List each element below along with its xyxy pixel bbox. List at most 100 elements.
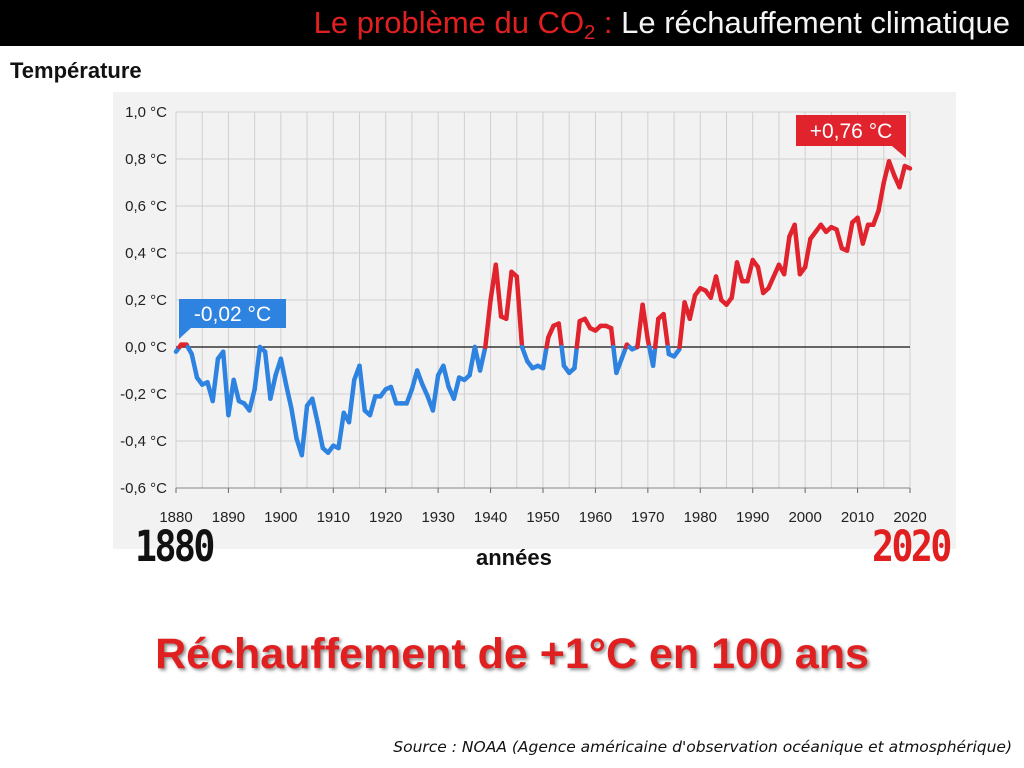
x-axis-label: années xyxy=(476,545,552,570)
line-segment-warm xyxy=(781,234,792,277)
title-red-part: Le problème du CO xyxy=(313,5,585,40)
x-tick-label: 1900 xyxy=(264,509,297,526)
y-tick-label: -0,6 °C xyxy=(120,480,167,497)
line-segment-warm xyxy=(574,318,582,350)
line-segment-cool xyxy=(268,372,278,401)
x-tick-label: 1920 xyxy=(369,509,402,526)
line-segment-cool xyxy=(451,375,462,401)
line-segment-cool xyxy=(477,344,488,373)
x-tick-label: 1950 xyxy=(526,509,559,526)
x-tick-label: 2020 xyxy=(893,509,926,526)
annotation-label-start: -0,02 °C xyxy=(194,303,271,326)
x-tick-label: 1980 xyxy=(684,509,717,526)
line-segment-cool xyxy=(559,344,567,369)
line-segment-cool xyxy=(519,344,530,364)
line-segment-cool xyxy=(336,410,347,451)
line-segment-cool xyxy=(247,387,257,413)
line-segment-warm xyxy=(755,264,766,296)
line-segment-cool xyxy=(210,356,221,404)
annotation-pointer-end xyxy=(892,146,906,158)
line-segment-warm xyxy=(640,302,651,343)
line-segment-cool xyxy=(414,368,425,387)
x-tick-label: 1910 xyxy=(317,509,350,526)
line-segment-warm xyxy=(661,311,671,350)
line-segment-warm xyxy=(834,227,845,251)
annotation-box-end xyxy=(796,115,906,146)
x-tick-label: 1960 xyxy=(579,509,612,526)
annotation-box-start xyxy=(179,299,286,328)
line-segment-cool xyxy=(189,351,200,380)
line-segment-cool xyxy=(231,377,242,404)
line-segment-warm xyxy=(713,274,724,303)
line-segment-cool xyxy=(357,363,367,413)
line-segment-cool xyxy=(315,419,326,451)
y-tick-label: -0,2 °C xyxy=(120,386,167,403)
line-segment-cool xyxy=(404,387,415,406)
line-segment-warm xyxy=(652,316,661,350)
line-segment-warm xyxy=(729,260,740,300)
line-segment-warm xyxy=(792,222,803,277)
line-segment-cool xyxy=(252,344,263,392)
line-segment-warm xyxy=(876,180,887,213)
line-segment-cool xyxy=(262,349,273,401)
y-tick-label: 1,0 °C xyxy=(125,104,167,121)
line-segment-cool xyxy=(283,382,294,411)
y-tick-label: 0,4 °C xyxy=(125,245,167,262)
line-segment-warm xyxy=(745,257,755,284)
x-tick-label: 1990 xyxy=(736,509,769,526)
line-segment-cool xyxy=(220,349,231,418)
line-segment-warm xyxy=(802,236,813,270)
x-tick-label: 1880 xyxy=(159,509,192,526)
line-segment-cool xyxy=(614,356,624,376)
annotation-label-end: +0,76 °C xyxy=(810,120,893,143)
slide-title: Le problème du CO2 : Le réchauffement cl… xyxy=(314,5,1010,51)
x-tick-label: 1940 xyxy=(474,509,507,526)
line-segment-warm xyxy=(483,297,493,350)
line-segment-warm xyxy=(734,260,745,284)
line-segment-warm xyxy=(860,222,871,246)
line-segment-warm xyxy=(677,300,687,350)
y-tick-label: 0,2 °C xyxy=(125,292,167,309)
y-tick-label: 0,6 °C xyxy=(125,198,167,215)
line-segment-cool xyxy=(278,356,289,387)
x-tick-label: 2010 xyxy=(841,509,874,526)
title-subscript: 2 xyxy=(584,22,596,44)
title-white-part: Le réchauffement climatique xyxy=(621,5,1010,40)
line-segment-warm xyxy=(871,208,881,228)
y-axis-label: Température xyxy=(10,58,142,83)
line-segment-cool xyxy=(289,405,299,441)
line-segment-cool xyxy=(572,344,580,371)
line-segment-warm xyxy=(514,274,525,350)
annotation-pointer-start xyxy=(179,328,191,339)
headline: Réchauffement de +1°C en 100 ans xyxy=(155,630,869,678)
line-segment-cool xyxy=(540,344,549,371)
x-tick-label: 2000 xyxy=(788,509,821,526)
title-colon: : xyxy=(595,5,622,40)
line-segment-cool xyxy=(650,344,658,369)
line-segment-cool xyxy=(441,363,451,390)
line-segment-warm xyxy=(556,321,564,350)
line-segment-warm xyxy=(687,293,698,322)
line-segment-warm xyxy=(608,325,616,350)
line-segment-cool xyxy=(346,377,357,425)
start-year-label: 1880 xyxy=(135,522,215,572)
line-segment-warm xyxy=(902,163,913,171)
x-tick-label: 1930 xyxy=(421,509,454,526)
line-segment-warm xyxy=(886,159,897,178)
line-segment-warm xyxy=(844,220,855,253)
line-segment-cool xyxy=(299,403,310,458)
line-segment-cool xyxy=(310,396,320,425)
line-segment-cool xyxy=(430,372,441,413)
line-segment-warm xyxy=(493,262,504,319)
y-tick-label: 0,8 °C xyxy=(125,151,167,168)
y-tick-label: 0,0 °C xyxy=(125,339,167,356)
title-bar: Le problème du CO2 : Le réchauffement cl… xyxy=(0,0,1024,46)
x-tick-label: 1890 xyxy=(212,509,245,526)
end-year-label: 2020 xyxy=(872,522,952,572)
line-segment-cool xyxy=(367,394,378,418)
line-segment-warm xyxy=(897,163,908,190)
y-tick-label: -0,4 °C xyxy=(120,433,167,450)
source-note: Source : NOAA (Agence américaine d'obser… xyxy=(393,738,1012,756)
line-segment-warm xyxy=(504,269,514,322)
